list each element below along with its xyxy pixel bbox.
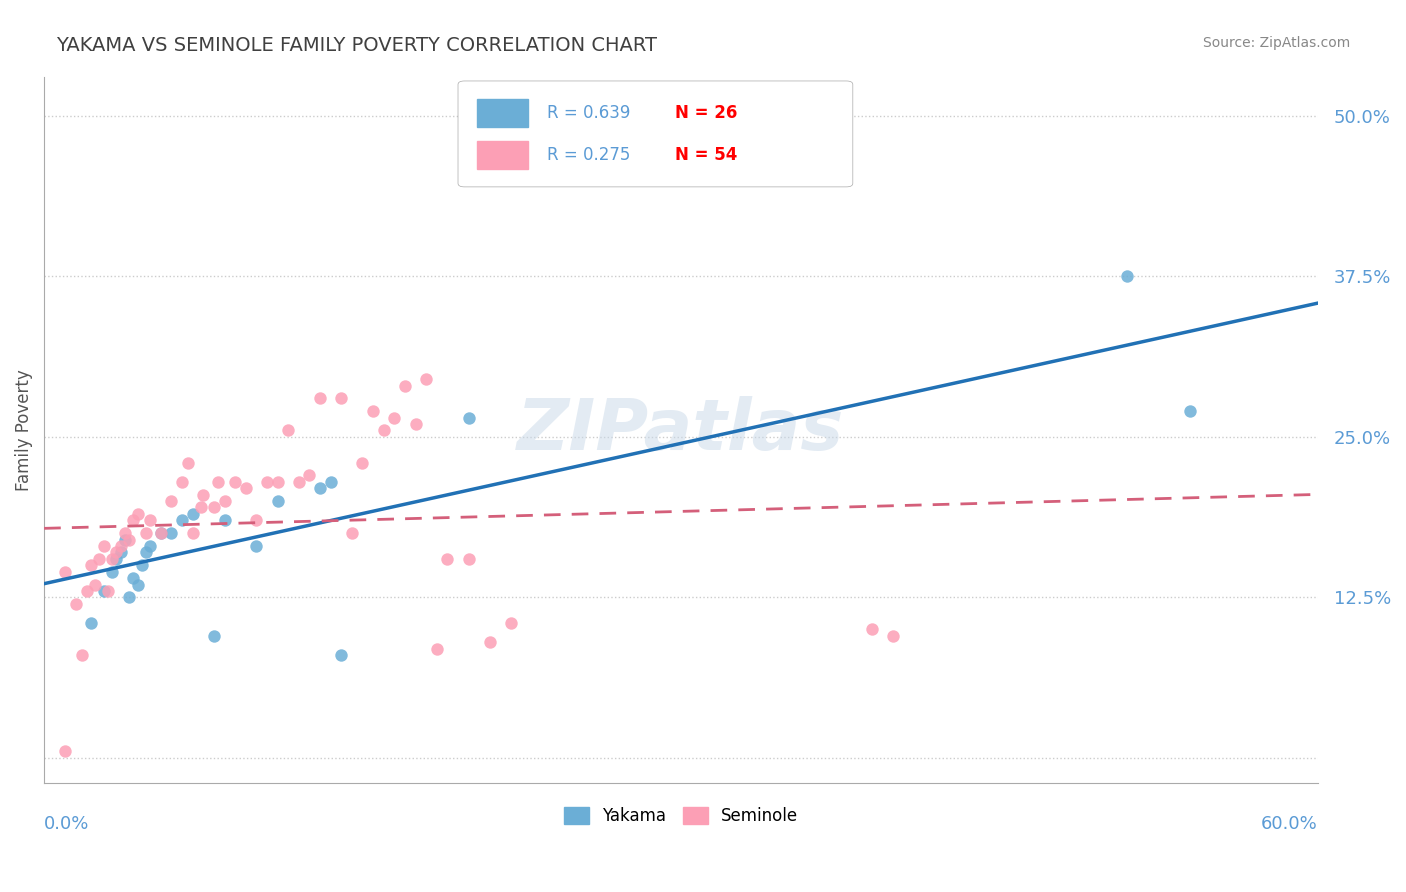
- Point: [122, 571, 145, 585]
- Point: [382, 410, 405, 425]
- Point: [245, 513, 267, 527]
- Point: [118, 591, 141, 605]
- Point: [80, 558, 103, 573]
- Point: [256, 475, 278, 489]
- Point: [114, 526, 136, 541]
- Point: [131, 558, 153, 573]
- Bar: [477, 99, 529, 127]
- Point: [1180, 404, 1202, 418]
- Text: R = 0.275: R = 0.275: [547, 146, 630, 164]
- Text: R = 0.639: R = 0.639: [547, 103, 630, 121]
- Point: [127, 507, 149, 521]
- Point: [193, 488, 215, 502]
- Point: [135, 545, 157, 559]
- Point: [266, 494, 288, 508]
- Legend: Yakama, Seminole: Yakama, Seminole: [557, 800, 804, 831]
- Point: [266, 475, 288, 489]
- FancyBboxPatch shape: [458, 81, 853, 187]
- Point: [202, 500, 225, 515]
- Point: [53, 744, 76, 758]
- Point: [405, 417, 427, 431]
- Point: [882, 629, 904, 643]
- Point: [330, 648, 353, 662]
- Point: [149, 526, 172, 541]
- Point: [181, 507, 204, 521]
- Point: [101, 565, 124, 579]
- Text: ZIPatlas: ZIPatlas: [517, 396, 845, 465]
- Point: [139, 539, 162, 553]
- Point: [118, 533, 141, 547]
- Point: [110, 539, 132, 553]
- Point: [105, 552, 128, 566]
- Point: [224, 475, 246, 489]
- Point: [172, 475, 194, 489]
- Point: [478, 635, 501, 649]
- Point: [277, 424, 299, 438]
- Point: [340, 526, 363, 541]
- Text: N = 26: N = 26: [675, 103, 737, 121]
- Point: [93, 583, 115, 598]
- Point: [149, 526, 172, 541]
- Point: [101, 552, 124, 566]
- Text: N = 54: N = 54: [675, 146, 737, 164]
- Point: [65, 597, 87, 611]
- Point: [361, 404, 384, 418]
- Point: [181, 526, 204, 541]
- Point: [97, 583, 120, 598]
- Point: [93, 539, 115, 553]
- Point: [436, 552, 458, 566]
- Point: [499, 615, 522, 630]
- Point: [309, 481, 332, 495]
- Point: [214, 494, 236, 508]
- Point: [394, 378, 416, 392]
- Point: [172, 513, 194, 527]
- Point: [89, 552, 111, 566]
- Point: [53, 565, 76, 579]
- Point: [160, 526, 183, 541]
- Point: [80, 615, 103, 630]
- Text: 60.0%: 60.0%: [1261, 815, 1317, 833]
- Point: [207, 475, 229, 489]
- Point: [122, 513, 145, 527]
- Point: [160, 494, 183, 508]
- Text: Source: ZipAtlas.com: Source: ZipAtlas.com: [1202, 36, 1350, 50]
- Point: [139, 513, 162, 527]
- Point: [330, 392, 353, 406]
- Point: [105, 545, 128, 559]
- Point: [415, 372, 437, 386]
- Point: [177, 456, 200, 470]
- Point: [426, 641, 449, 656]
- Point: [110, 545, 132, 559]
- Point: [235, 481, 257, 495]
- Point: [319, 475, 342, 489]
- Point: [84, 577, 107, 591]
- Point: [127, 577, 149, 591]
- Point: [298, 468, 321, 483]
- Point: [245, 539, 267, 553]
- Point: [373, 424, 395, 438]
- Point: [135, 526, 157, 541]
- Point: [309, 392, 332, 406]
- Point: [1115, 269, 1137, 284]
- Text: YAKAMA VS SEMINOLE FAMILY POVERTY CORRELATION CHART: YAKAMA VS SEMINOLE FAMILY POVERTY CORREL…: [56, 36, 657, 54]
- Text: 0.0%: 0.0%: [44, 815, 90, 833]
- Point: [202, 629, 225, 643]
- Point: [288, 475, 311, 489]
- Point: [72, 648, 94, 662]
- Point: [190, 500, 212, 515]
- Point: [114, 533, 136, 547]
- Point: [214, 513, 236, 527]
- Point: [457, 552, 479, 566]
- Y-axis label: Family Poverty: Family Poverty: [15, 369, 32, 491]
- Bar: [477, 141, 529, 169]
- Point: [457, 410, 479, 425]
- Point: [76, 583, 98, 598]
- Point: [860, 623, 883, 637]
- Point: [352, 456, 374, 470]
